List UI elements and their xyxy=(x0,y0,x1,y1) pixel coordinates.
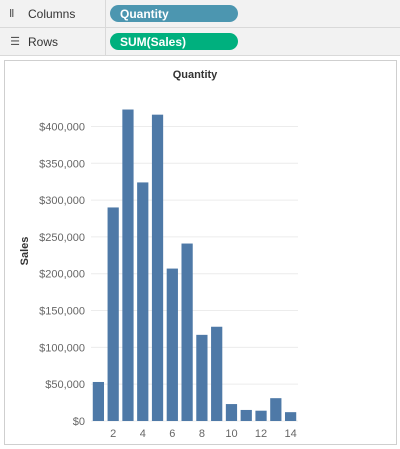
bar[interactable] xyxy=(107,207,119,421)
bar[interactable] xyxy=(255,410,267,421)
y-tick-label: $150,000 xyxy=(39,306,85,318)
columns-icon: Ⅱ xyxy=(8,7,22,20)
x-tick-label: 14 xyxy=(284,428,296,440)
columns-pill-label: Quantity xyxy=(120,6,169,21)
bar[interactable] xyxy=(181,243,193,421)
bars xyxy=(92,109,297,421)
x-tick-label: 4 xyxy=(140,428,146,440)
x-tick-label: 10 xyxy=(225,428,237,440)
bar-chart: Quantity Sales $0 $50,000 $100,000 $150,000… xyxy=(19,69,298,440)
x-tick-label: 2 xyxy=(110,428,116,440)
y-axis: $0 $50,000 $100,000 $150,000 $200,000 $250,00… xyxy=(39,121,85,428)
bar[interactable] xyxy=(137,182,149,421)
columns-pill-quantity[interactable]: Quantity xyxy=(110,5,238,22)
chart-frame: Quantity Sales $0 $50,000 $100,000 $150,000… xyxy=(4,60,397,445)
y-tick-label: $350,000 xyxy=(39,158,85,170)
bar[interactable] xyxy=(211,326,223,421)
bar[interactable] xyxy=(151,114,164,421)
y-tick-label: $200,000 xyxy=(39,269,85,281)
bar[interactable] xyxy=(92,381,105,421)
y-tick-label: $100,000 xyxy=(39,342,85,354)
rows-pill-label: SUM(Sales) xyxy=(120,34,187,49)
y-tick-label: $300,000 xyxy=(39,195,85,207)
x-axis: 2 4 6 8 10 12 14 xyxy=(110,428,297,440)
columns-shelf: Ⅱ Columns Quantity xyxy=(0,0,400,28)
bar[interactable] xyxy=(166,268,178,421)
bar[interactable] xyxy=(196,334,208,421)
x-tick-label: 6 xyxy=(169,428,175,440)
bar[interactable] xyxy=(240,409,252,421)
x-tick-label: 12 xyxy=(255,428,267,440)
y-axis-title: Sales xyxy=(19,237,31,266)
chart-title: Quantity xyxy=(173,69,218,81)
columns-shelf-label: Ⅱ Columns xyxy=(0,0,106,27)
y-tick-label: $0 xyxy=(73,416,85,428)
rows-label: Rows xyxy=(28,34,59,49)
rows-shelf-label: ☰ Rows xyxy=(0,28,106,55)
gridlines xyxy=(91,125,298,422)
rows-icon: ☰ xyxy=(10,35,20,48)
columns-label: Columns xyxy=(28,6,76,21)
y-tick-label: $400,000 xyxy=(39,121,85,133)
y-tick-label: $50,000 xyxy=(45,379,85,391)
y-tick-label: $250,000 xyxy=(39,232,85,244)
bar[interactable] xyxy=(225,404,238,421)
x-tick-label: 8 xyxy=(199,428,205,440)
rows-shelf: ☰ Rows SUM(Sales) xyxy=(0,28,400,56)
rows-pill-sum-sales[interactable]: SUM(Sales) xyxy=(110,33,238,50)
bar[interactable] xyxy=(284,412,297,421)
bar[interactable] xyxy=(122,109,134,421)
bar[interactable] xyxy=(270,398,282,421)
